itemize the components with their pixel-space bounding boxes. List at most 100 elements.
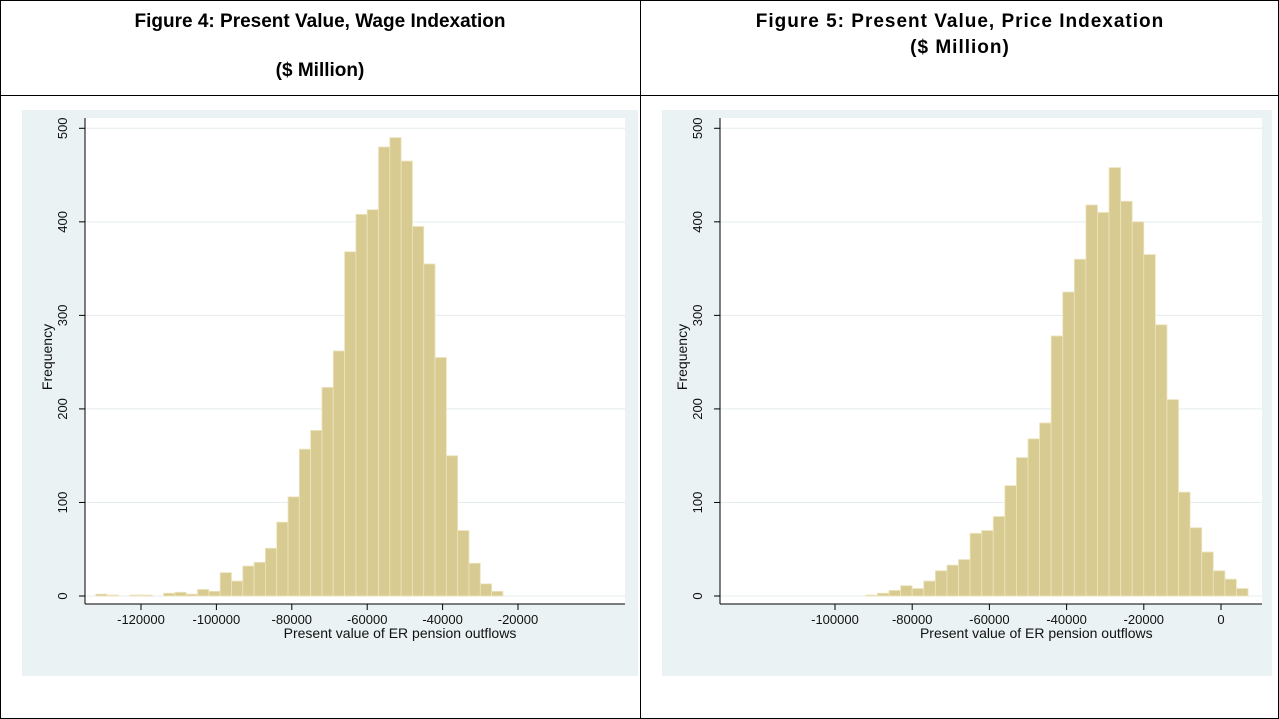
histogram-bar bbox=[992, 516, 1006, 597]
y-tick-label: 0 bbox=[690, 592, 705, 599]
histogram-bar bbox=[1166, 399, 1179, 597]
x-tick-label: -120000 bbox=[117, 612, 165, 627]
histogram-bar bbox=[1131, 221, 1145, 597]
histogram-bar bbox=[140, 594, 153, 597]
histogram-bar bbox=[946, 564, 959, 597]
histogram-bar bbox=[1178, 491, 1191, 597]
x-tick-label: -60000 bbox=[347, 612, 387, 627]
histogram-bar bbox=[1004, 485, 1017, 597]
histogram-bar bbox=[321, 387, 334, 597]
histogram-bar bbox=[1039, 422, 1052, 597]
figure-title: Figure 4: Present Value, Wage Indexation bbox=[135, 11, 506, 32]
y-tick-label: 100 bbox=[690, 492, 705, 514]
histogram-bar bbox=[1236, 588, 1249, 597]
histogram-bar bbox=[468, 562, 481, 597]
histogram-bar bbox=[1097, 212, 1110, 597]
histogram-bar bbox=[378, 146, 391, 597]
histogram-bar bbox=[1085, 204, 1098, 597]
histogram-bar bbox=[934, 570, 948, 597]
histogram-bar bbox=[344, 251, 357, 597]
figure-title: Figure 5: Present Value, Price Indexatio… bbox=[756, 11, 1164, 32]
x-tick-label: -100000 bbox=[811, 612, 859, 627]
x-tick-label: -100000 bbox=[193, 612, 241, 627]
histogram-bar bbox=[242, 565, 255, 597]
histogram-bar bbox=[163, 592, 176, 597]
y-tick-label: 0 bbox=[55, 592, 70, 599]
y-axis-label: Frequency bbox=[674, 324, 690, 390]
histogram-bar bbox=[423, 263, 436, 597]
x-tick-label: -20000 bbox=[498, 612, 538, 627]
y-tick-label: 500 bbox=[690, 117, 705, 139]
histogram-bar bbox=[287, 496, 300, 597]
x-tick-label: -40000 bbox=[1046, 612, 1086, 627]
histogram-bar bbox=[389, 137, 402, 597]
y-tick-label: 500 bbox=[55, 117, 70, 139]
histogram-bar bbox=[900, 585, 913, 597]
histogram-bar bbox=[253, 561, 266, 597]
x-tick-label: 0 bbox=[1217, 612, 1224, 627]
histogram-bar bbox=[412, 226, 425, 597]
histogram-bar bbox=[457, 530, 470, 597]
y-tick-label: 400 bbox=[55, 211, 70, 233]
histogram-bar bbox=[1062, 291, 1075, 597]
x-tick-label: -40000 bbox=[422, 612, 462, 627]
histogram-bar bbox=[1108, 167, 1122, 597]
histogram-bar bbox=[958, 559, 971, 597]
histogram-bar bbox=[1073, 258, 1087, 597]
histogram-bar bbox=[310, 430, 323, 597]
histogram-bar bbox=[366, 209, 379, 597]
histogram-bar bbox=[877, 592, 890, 597]
histogram-bar bbox=[185, 593, 198, 597]
y-tick-label: 100 bbox=[55, 492, 70, 514]
histogram-bar bbox=[219, 572, 232, 597]
histogram-bar bbox=[355, 213, 368, 597]
y-tick-label: 300 bbox=[690, 305, 705, 327]
histogram-bar bbox=[865, 594, 878, 597]
x-axis-label: Present value of ER pension outflows bbox=[284, 625, 517, 641]
x-tick-label: -80000 bbox=[892, 612, 932, 627]
histogram-bar bbox=[923, 580, 936, 597]
figure-subtitle: ($ Million) bbox=[276, 60, 365, 81]
histogram-bar bbox=[208, 590, 221, 597]
y-tick-label: 200 bbox=[690, 398, 705, 420]
histogram-bar bbox=[969, 532, 983, 597]
histogram-bar bbox=[1120, 200, 1133, 597]
histogram-bar bbox=[434, 357, 447, 597]
histogram-bar bbox=[981, 530, 994, 597]
y-tick-label: 400 bbox=[690, 211, 705, 233]
histogram-bar bbox=[1050, 335, 1064, 597]
histogram-bar bbox=[197, 589, 210, 597]
histogram-bar bbox=[1143, 254, 1156, 597]
histogram-bar bbox=[911, 588, 925, 597]
x-tick-label: -20000 bbox=[1124, 612, 1164, 627]
histogram-bar bbox=[95, 593, 108, 597]
histogram-bar bbox=[491, 590, 504, 597]
histogram-bar bbox=[1154, 324, 1168, 597]
histogram-bar bbox=[276, 521, 289, 597]
histogram-bar bbox=[445, 455, 459, 597]
histogram-bar bbox=[174, 591, 187, 597]
y-tick-label: 300 bbox=[55, 305, 70, 327]
y-tick-label: 200 bbox=[55, 398, 70, 420]
x-tick-label: -60000 bbox=[969, 612, 1009, 627]
histogram-bar bbox=[1212, 570, 1226, 597]
y-axis-label: Frequency bbox=[39, 324, 55, 390]
histogram-bar bbox=[1016, 457, 1029, 597]
histogram-bar bbox=[479, 583, 493, 597]
histogram-bar bbox=[888, 589, 902, 597]
histogram-bar bbox=[1189, 527, 1203, 597]
histogram-bar bbox=[332, 350, 345, 597]
histogram-bar bbox=[1201, 551, 1214, 597]
histogram-bar bbox=[1224, 578, 1237, 597]
histogram-bar bbox=[231, 580, 244, 597]
histogram-bar bbox=[129, 594, 142, 597]
histogram-bar bbox=[106, 594, 119, 597]
histogram-bar bbox=[265, 547, 278, 597]
x-axis-label: Present value of ER pension outflows bbox=[920, 625, 1153, 641]
x-tick-label: -80000 bbox=[272, 612, 312, 627]
histogram-bar bbox=[400, 160, 413, 597]
histogram-bar bbox=[298, 448, 312, 597]
histogram-bar bbox=[1027, 438, 1040, 597]
figure-subtitle: ($ Million) bbox=[910, 37, 1010, 58]
